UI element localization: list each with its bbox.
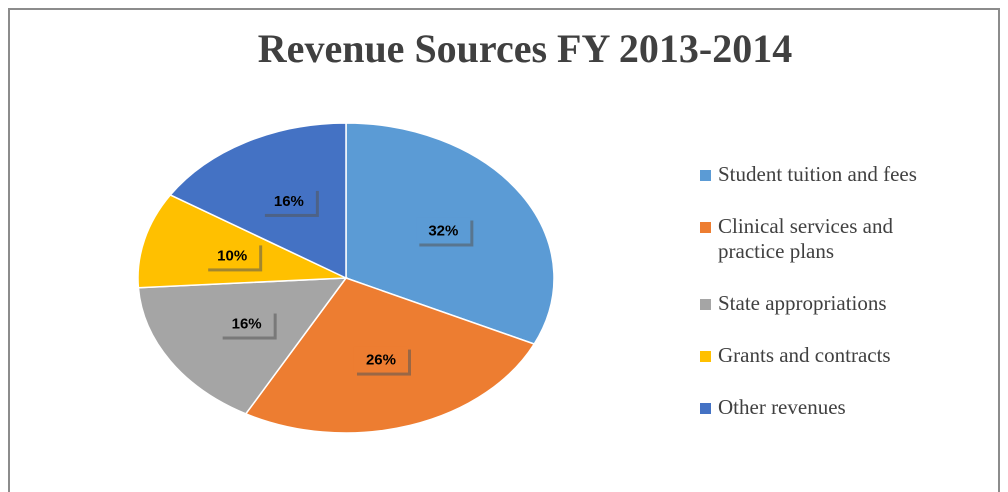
legend-label: State appropriations [718, 291, 887, 315]
legend-marker [700, 222, 711, 233]
legend-label: Grants and contracts [718, 343, 891, 367]
data-label: 10% [217, 247, 247, 264]
pie-slice [169, 122, 347, 280]
legend-marker [700, 403, 711, 414]
data-label: 16% [232, 315, 262, 332]
label-box [261, 187, 316, 214]
pie-slice [137, 277, 348, 415]
legend-marker [700, 170, 711, 181]
data-label: 26% [366, 352, 396, 369]
frame [8, 8, 1000, 492]
pie-slice [137, 194, 347, 289]
legend-marker [700, 299, 711, 310]
data-label: 16% [274, 193, 304, 210]
data-label: 32% [428, 222, 458, 239]
label-box [205, 242, 260, 269]
chart-title: Revenue Sources FY 2013-2014 [258, 26, 792, 71]
legend-label: Clinical services and practice plans [718, 214, 898, 263]
label-box [416, 217, 471, 244]
legend-marker [700, 351, 711, 362]
legend-label: Other revenues [718, 395, 846, 419]
legend-label: Student tuition and fees [718, 162, 917, 186]
label-box [219, 310, 274, 337]
label-box [353, 346, 408, 373]
